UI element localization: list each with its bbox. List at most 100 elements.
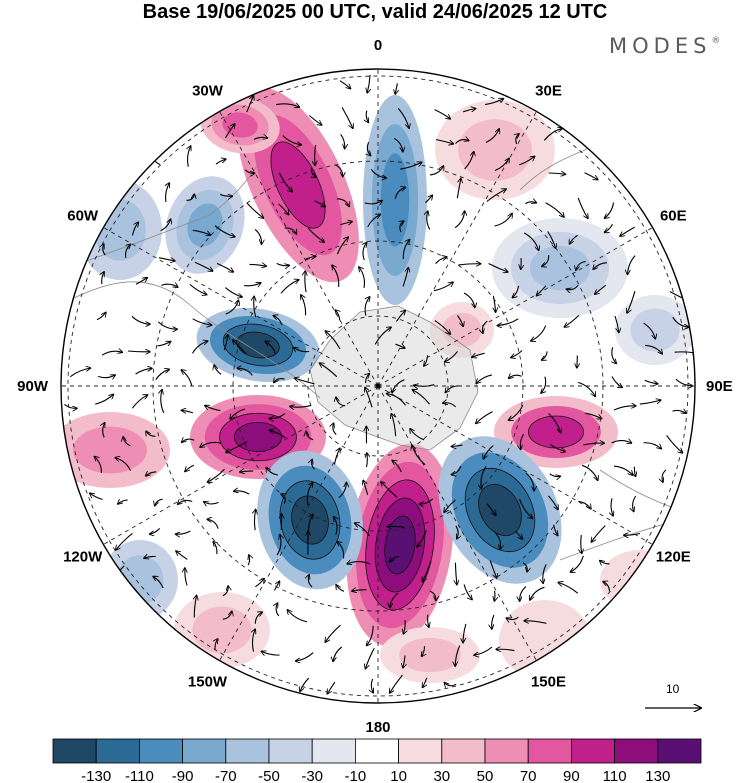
wind-vector [578,500,591,509]
wind-vector [545,202,565,218]
wind-vector [290,405,312,407]
wind-vector [523,232,539,251]
colorbar-tick-label: 10 [390,768,407,783]
chart-title: Base 19/06/2025 00 UTC, valid 24/06/2025… [142,1,608,23]
wind-vector [576,260,586,271]
wind-vector [352,590,367,592]
wind-vector [98,375,115,378]
wind-vector [254,612,262,624]
anomaly-contour [380,153,410,247]
wind-vector [604,223,613,232]
wind-vector [531,325,547,341]
colorbar-swatch [484,738,529,764]
wind-vector [325,331,341,350]
colorbar-swatch [571,738,616,764]
wind-vector [474,646,493,655]
wind-vector [392,460,402,473]
wind-vector [189,283,207,294]
wind-vector [200,441,222,447]
meridian-line [377,385,653,545]
wind-vector [402,239,409,260]
wind-vector [435,138,454,144]
wind-vector [225,300,239,315]
antarctica-landmass [309,305,479,451]
colorbar-tick-label: 130 [645,768,670,783]
longitude-label: 60E [660,208,687,225]
wind-vector [294,378,315,385]
wind-vector [583,443,604,445]
wind-vector [419,498,434,504]
wind-vector [493,295,495,312]
wind-vector [548,173,566,174]
modes-logo: MODES® [609,34,720,58]
wind-vector [207,519,219,529]
wind-vector [276,262,290,265]
longitude-label: 150E [531,673,566,690]
colorbar-tick-label: -110 [125,768,154,783]
wind-vector [494,213,513,227]
wind-vector [581,464,598,480]
wind-vector [214,225,235,237]
wind-vector [280,280,299,294]
wind-vector [347,562,371,564]
wind-vector [444,683,457,686]
wind-vector [457,315,464,327]
wind-vector [633,495,637,512]
wind-vector [489,560,497,578]
wind-vector [160,219,171,232]
wind-vector [525,472,534,491]
wind-vector [395,83,397,94]
wind-vector [261,651,280,655]
colorbar-swatch [182,738,227,764]
wind-vector [577,355,578,369]
wind-vector [149,528,161,534]
wind-vector [530,586,545,600]
wind-vector [524,621,547,624]
meridian-line [377,111,537,387]
wind-vector [237,368,253,376]
colorbar: -130 -110 -90 -70 -50 -30 -10 10 30 50 70 90 110 130 [52,738,702,783]
wind-vector [494,590,495,601]
colorbar-tick-label: -50 [258,768,280,783]
colorbar-tick-label: -30 [301,768,323,783]
wind-vector [593,262,607,270]
wind-vector [116,532,133,550]
colorbar-tick-label: 110 [603,768,627,783]
wind-vector [387,526,405,527]
wind-vector [364,201,383,204]
longitude-label: 30W [192,83,224,100]
wind-vector [213,541,217,555]
wind-vector [367,625,374,646]
wind-vector [515,530,523,539]
wind-vector [300,677,310,692]
wind-vector [215,159,226,165]
wind-vector [249,264,267,266]
wind-vector [566,284,579,289]
wind-vector [226,441,248,453]
wind-vector [304,257,316,260]
wind-vector [392,379,405,393]
wind-vector [225,287,242,298]
colorbar-swatch [441,738,486,764]
wind-vector [402,267,408,287]
longitude-label: 180 [365,719,390,736]
wind-vector [550,444,566,452]
wind-vector [611,376,622,388]
wind-vector [153,576,164,589]
wind-vector [144,556,156,558]
wind-vector [269,413,286,419]
wind-vectors [64,74,695,694]
wind-vector [336,237,348,255]
wind-vector [254,228,261,244]
wind-vector [363,242,367,261]
wind-vector [400,162,422,170]
wind-vector [581,535,582,554]
wind-vector [332,265,340,288]
wind-vector [354,523,370,537]
wind-vector [558,582,579,594]
wind-vector [371,678,373,693]
wind-vector [248,555,249,566]
wind-vector [246,202,264,218]
wind-vector [595,284,607,294]
wind-vector [175,530,191,534]
